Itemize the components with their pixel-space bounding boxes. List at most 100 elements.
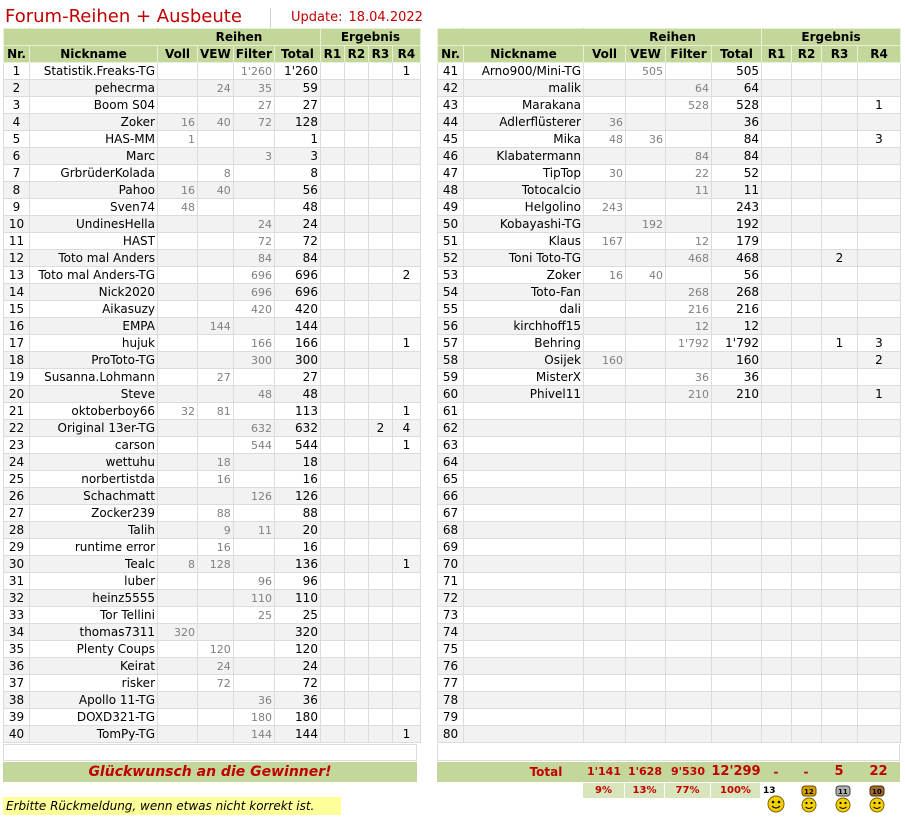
row-voll: 320	[157, 623, 198, 641]
row-vew	[625, 351, 666, 369]
row-vew: 40	[197, 181, 234, 199]
row-r2	[791, 589, 822, 607]
table-row: 51 Klaus 167 12 179	[437, 232, 901, 250]
row-total	[711, 657, 762, 675]
row-vew: 81	[197, 402, 234, 420]
row-voll	[583, 589, 626, 607]
row-r4	[857, 198, 901, 216]
row-r3	[821, 623, 858, 641]
row-nickname: pehecrma	[29, 79, 158, 97]
row-nickname: Marakana	[463, 96, 584, 114]
row-r3	[821, 453, 858, 471]
row-r1	[319, 674, 345, 692]
row-r1	[761, 589, 792, 607]
row-filter: 468	[665, 249, 712, 267]
row-nickname: carson	[29, 436, 158, 454]
row-r2	[791, 640, 822, 658]
row-nr: 49	[437, 198, 464, 216]
table-row: 40 TomPy-TG 144 144 1	[3, 725, 421, 743]
row-r3	[821, 657, 858, 675]
row-nickname: Osijek	[463, 351, 584, 369]
row-r3	[367, 606, 393, 624]
table-row: 27 Zocker239 88 88	[3, 504, 421, 522]
row-r1	[761, 283, 792, 301]
row-nickname: Boom S04	[29, 96, 158, 114]
row-nickname: Klabatermann	[463, 147, 584, 165]
row-nickname	[463, 419, 584, 437]
row-filter: 48	[232, 385, 275, 403]
row-r4	[857, 79, 901, 97]
row-voll: 48	[583, 130, 626, 148]
row-total: 12	[711, 317, 762, 335]
row-nickname: Behring	[463, 334, 584, 352]
row-filter: 12	[665, 232, 712, 250]
row-r4	[857, 215, 901, 233]
row-r3	[367, 266, 393, 284]
row-r3	[367, 79, 393, 97]
row-vew	[197, 300, 234, 318]
row-r3	[367, 640, 393, 658]
row-r4: 2	[857, 351, 901, 369]
row-voll: 167	[583, 232, 626, 250]
row-r4	[857, 470, 901, 488]
row-r4: 1	[391, 62, 421, 80]
row-r2	[343, 657, 369, 675]
row-filter	[232, 504, 275, 522]
row-total: 48	[273, 385, 321, 403]
row-vew	[625, 317, 666, 335]
row-filter	[232, 317, 275, 335]
row-r2	[791, 521, 822, 539]
table-row: 34 thomas7311 320 320	[3, 623, 421, 641]
row-nr: 48	[437, 181, 464, 199]
row-r3	[821, 147, 858, 165]
row-filter	[665, 623, 712, 641]
winner-icons: 13 12 11 10	[762, 784, 902, 816]
row-total	[711, 589, 762, 607]
row-filter: 210	[665, 385, 712, 403]
row-nr: 1	[3, 62, 30, 80]
row-total: 120	[273, 640, 321, 658]
row-total	[711, 623, 762, 641]
row-total: 192	[711, 215, 762, 233]
row-r2	[343, 164, 369, 182]
row-voll: 160	[583, 351, 626, 369]
13er-smiley-icon: 13	[762, 784, 788, 814]
row-r3	[367, 538, 393, 556]
row-nr: 68	[437, 521, 464, 539]
row-voll	[157, 351, 198, 369]
row-nickname	[463, 453, 584, 471]
row-filter	[665, 470, 712, 488]
totals-label: Total	[529, 765, 563, 779]
column-header-vew: VEW	[625, 45, 666, 63]
row-r1	[319, 402, 345, 420]
column-header-voll: Voll	[583, 45, 626, 63]
row-r2	[791, 147, 822, 165]
row-filter	[665, 419, 712, 437]
row-r1	[761, 436, 792, 454]
row-r1	[761, 691, 792, 709]
table-row: 21 oktoberboy66 32 81 113 1	[3, 402, 421, 420]
row-r3	[821, 589, 858, 607]
row-r1	[761, 317, 792, 335]
row-total: 420	[273, 300, 321, 318]
row-filter: 420	[232, 300, 275, 318]
row-r1	[319, 130, 345, 148]
header-ergebnis: Ergebnis	[319, 28, 421, 46]
row-filter: 84	[665, 147, 712, 165]
row-voll	[157, 283, 198, 301]
table-row: 36 Keirat 24 24	[3, 657, 421, 675]
row-nickname: TomPy-TG	[29, 725, 158, 743]
row-r4: 1	[391, 555, 421, 573]
row-r4: 1	[857, 385, 901, 403]
row-r4	[857, 657, 901, 675]
row-vew	[197, 62, 234, 80]
row-r3: 1	[821, 334, 858, 352]
row-r2	[791, 691, 822, 709]
row-vew	[197, 215, 234, 233]
row-r4	[857, 402, 901, 420]
row-nr: 37	[3, 674, 30, 692]
row-r3	[821, 283, 858, 301]
row-vew	[625, 691, 666, 709]
row-vew	[625, 79, 666, 97]
row-nickname	[463, 572, 584, 590]
